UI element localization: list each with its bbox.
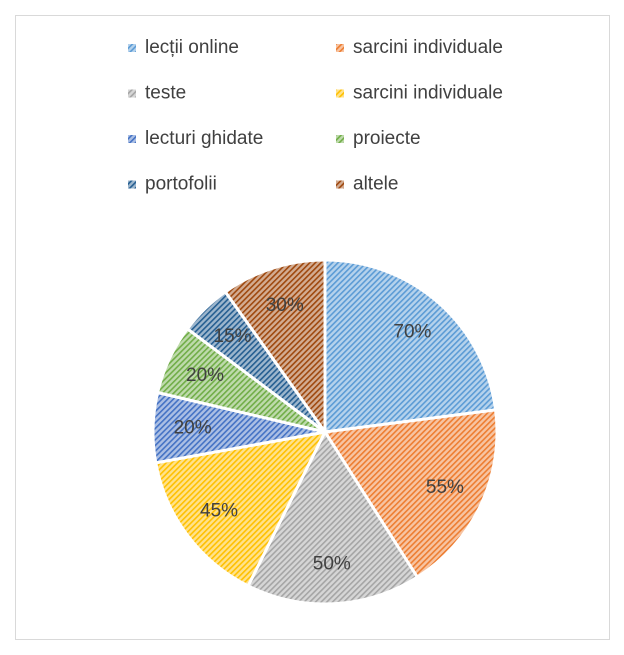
data-label: 55%: [426, 477, 464, 498]
legend-label: altele: [353, 174, 398, 195]
legend-label: lecturi ghidate: [145, 128, 263, 149]
legend-label: lecții online: [145, 37, 239, 58]
data-label: 50%: [313, 553, 351, 574]
legend-swatch: [336, 89, 344, 98]
legend-label: sarcini individuale: [353, 83, 503, 104]
pie-slice: [223, 258, 327, 437]
legend-label: proiecte: [353, 128, 421, 149]
pie-slice: [246, 428, 420, 606]
data-label: 20%: [174, 418, 212, 439]
legend-label: sarcini individuale: [353, 37, 503, 58]
legend-swatch: [128, 44, 136, 52]
legend-swatch: [336, 180, 344, 189]
legend-swatch: [336, 44, 344, 52]
pie-slice: [322, 408, 499, 580]
legend-swatch: [128, 180, 136, 189]
data-label: 30%: [266, 295, 304, 316]
legend-label: portofolii: [145, 174, 217, 195]
data-label: 20%: [186, 365, 224, 386]
legend-swatch: [128, 135, 136, 143]
pie-slice: [323, 258, 498, 434]
legend-swatch: [336, 135, 344, 143]
legend-swatch: [128, 89, 136, 98]
data-label: 15%: [214, 326, 252, 347]
data-label: 70%: [393, 322, 431, 343]
pie-slice: [154, 429, 328, 588]
legend-label: teste: [145, 83, 186, 104]
data-label: 45%: [200, 501, 238, 522]
